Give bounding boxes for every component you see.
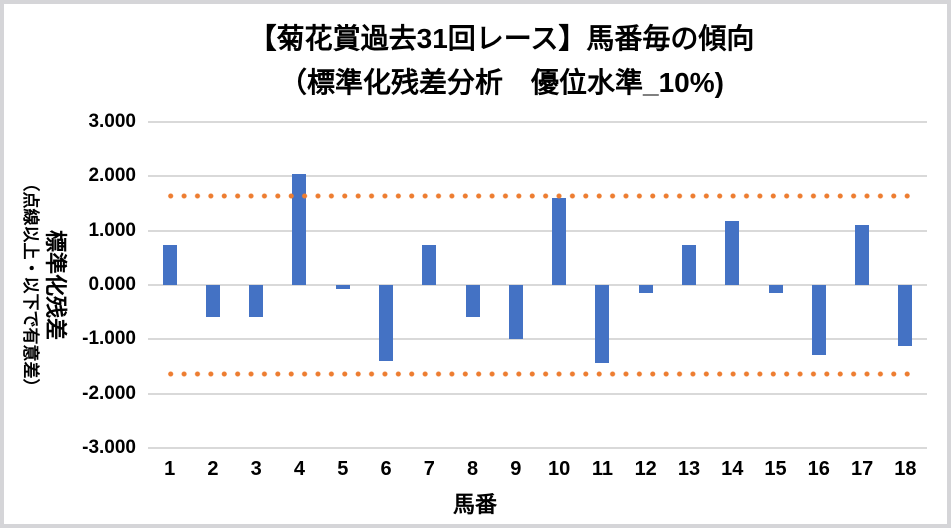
bar [508,285,523,339]
bar [768,285,783,293]
bar [162,244,177,285]
gridline [148,229,927,232]
y-tick-label: 1.000 [88,219,136,241]
bar [811,285,826,355]
bar [638,285,653,294]
y-axis-title-sub: （点線以上・以下で有意差） [21,174,40,396]
x-tick-label: 6 [380,458,392,480]
bar [898,285,913,346]
x-tick-label: 5 [337,458,349,480]
x-tick-label: 7 [423,458,435,480]
x-tick-label: 11 [591,458,613,480]
bar [725,221,740,285]
y-tick-label: -2.000 [82,382,136,404]
y-tick-label: -1.000 [82,328,136,350]
y-tick-label: 2.000 [88,165,136,187]
x-tick-label: 1 [164,458,176,480]
plot-area [148,121,927,449]
x-tick-label: 16 [807,458,830,480]
bar [379,285,394,362]
x-tick-label: 3 [250,458,262,480]
x-tick-label: 10 [548,458,571,480]
y-tick-label: 0.000 [88,274,136,295]
x-tick-label: 13 [677,458,701,480]
bar [422,244,437,285]
significance-line-lower [164,371,912,378]
gridline [148,121,927,123]
x-tick-label: 4 [293,458,306,480]
chart-title: 【菊花賞過去31回レース】馬番毎の傾向 [248,23,755,54]
x-tick-label: 17 [850,458,874,480]
bar [335,285,350,290]
gridline [148,392,927,395]
x-tick-label: 15 [764,458,787,480]
x-tick-label: 9 [510,458,522,480]
y-tick-label: 3.000 [88,111,136,132]
y-tick-label: -3.000 [82,437,136,458]
bar [855,225,870,285]
bar [205,285,220,317]
gridline [148,175,927,178]
bar [595,285,610,364]
bar [681,244,696,285]
x-tick-label: 2 [207,458,219,480]
bar [465,285,480,317]
gridline [148,447,927,449]
gridline [148,284,927,286]
x-tick-label: 8 [467,458,479,480]
x-tick-label: 14 [721,458,744,480]
significance-line-upper [164,192,912,199]
x-tick-label: 12 [634,458,657,480]
bar [552,198,567,285]
bar [292,174,307,285]
x-axis-title: 馬番 [452,492,497,517]
chart-subtitle: （標準化残差分析 優位水準_10%) [279,67,724,98]
x-tick-label: 18 [894,458,917,480]
gridline [148,338,927,341]
bar [249,285,264,317]
